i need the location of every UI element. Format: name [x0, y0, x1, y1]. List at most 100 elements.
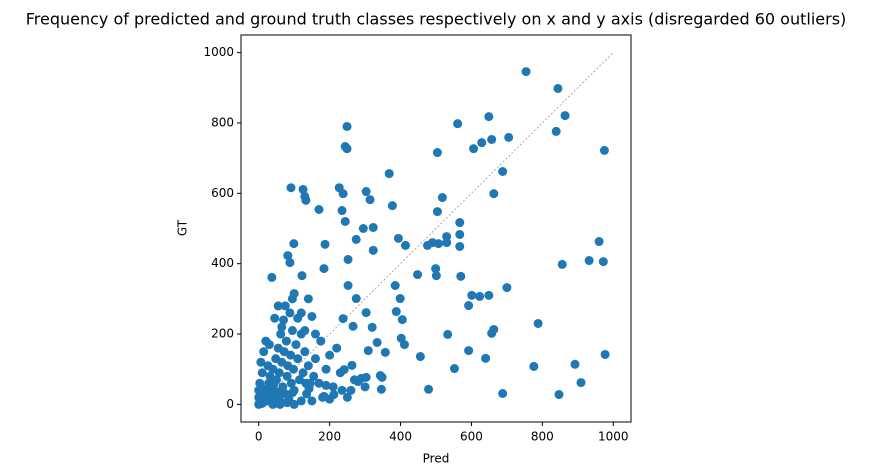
- point: [287, 294, 297, 304]
- point: [347, 360, 357, 370]
- point: [340, 142, 350, 152]
- point: [464, 346, 474, 356]
- point: [320, 239, 330, 249]
- point: [286, 378, 296, 388]
- y-tick-label: 800: [211, 115, 234, 129]
- point: [303, 361, 313, 371]
- point: [281, 336, 291, 346]
- point: [263, 361, 273, 371]
- point: [504, 132, 514, 142]
- point: [278, 382, 288, 392]
- point: [300, 347, 310, 357]
- point: [297, 271, 307, 281]
- point: [584, 256, 594, 266]
- point: [570, 359, 580, 369]
- point: [453, 119, 463, 129]
- point: [296, 396, 306, 406]
- point: [314, 205, 324, 215]
- point: [310, 329, 320, 339]
- point: [275, 399, 285, 409]
- y-tick-label: 1000: [203, 45, 234, 59]
- point: [256, 357, 266, 367]
- point: [302, 389, 312, 399]
- point: [481, 353, 491, 363]
- point: [484, 290, 494, 300]
- point: [367, 322, 377, 332]
- point: [343, 280, 353, 290]
- point: [274, 368, 284, 378]
- point: [391, 307, 401, 317]
- point: [432, 148, 442, 158]
- point: [351, 294, 361, 304]
- point: [560, 111, 570, 121]
- point: [272, 387, 282, 397]
- point: [455, 218, 465, 228]
- point: [349, 375, 359, 385]
- point: [553, 83, 563, 93]
- point: [456, 271, 466, 281]
- point: [277, 322, 287, 332]
- point: [288, 364, 298, 374]
- plot-frame: [240, 34, 632, 423]
- point: [285, 308, 295, 318]
- point: [289, 399, 299, 409]
- point: [318, 392, 328, 402]
- x-tick-label: 400: [389, 430, 412, 444]
- point: [309, 371, 319, 381]
- point: [282, 371, 292, 381]
- point: [264, 340, 274, 350]
- point: [399, 340, 409, 350]
- point: [487, 328, 497, 338]
- point: [257, 368, 267, 378]
- point: [307, 396, 317, 406]
- point: [316, 336, 326, 346]
- point: [271, 375, 281, 385]
- point: [305, 378, 315, 388]
- x-axis-label: Pred: [423, 452, 450, 466]
- point: [325, 394, 335, 404]
- point: [319, 264, 329, 274]
- x-tick-label: 0: [255, 430, 263, 444]
- point: [307, 311, 317, 321]
- x-tick-label: 1000: [598, 430, 629, 444]
- point: [397, 315, 407, 325]
- point: [529, 361, 539, 371]
- point: [296, 308, 306, 318]
- point: [325, 350, 335, 360]
- point: [279, 315, 289, 325]
- point: [282, 398, 292, 408]
- point: [368, 222, 378, 232]
- point: [594, 237, 604, 247]
- point: [432, 207, 442, 217]
- point: [267, 272, 277, 282]
- point: [469, 144, 479, 154]
- point: [343, 254, 353, 264]
- chart-title: Frequency of predicted and ground truth …: [26, 10, 847, 29]
- point: [283, 251, 293, 261]
- point: [270, 313, 280, 323]
- point: [286, 350, 296, 360]
- point: [498, 167, 508, 177]
- point: [487, 134, 497, 144]
- point: [321, 380, 331, 390]
- point: [395, 294, 405, 304]
- point: [303, 294, 313, 304]
- point: [598, 257, 608, 267]
- point: [449, 364, 459, 374]
- point: [337, 385, 347, 395]
- point: [413, 270, 423, 280]
- point: [521, 67, 531, 77]
- point: [554, 390, 564, 400]
- point: [342, 121, 352, 131]
- point: [467, 290, 477, 300]
- point: [285, 258, 295, 268]
- point: [300, 326, 310, 336]
- point: [433, 239, 443, 249]
- point: [557, 259, 567, 269]
- point: [401, 240, 411, 250]
- point: [280, 301, 290, 311]
- point: [393, 233, 403, 243]
- point: [380, 347, 390, 357]
- point: [443, 329, 453, 339]
